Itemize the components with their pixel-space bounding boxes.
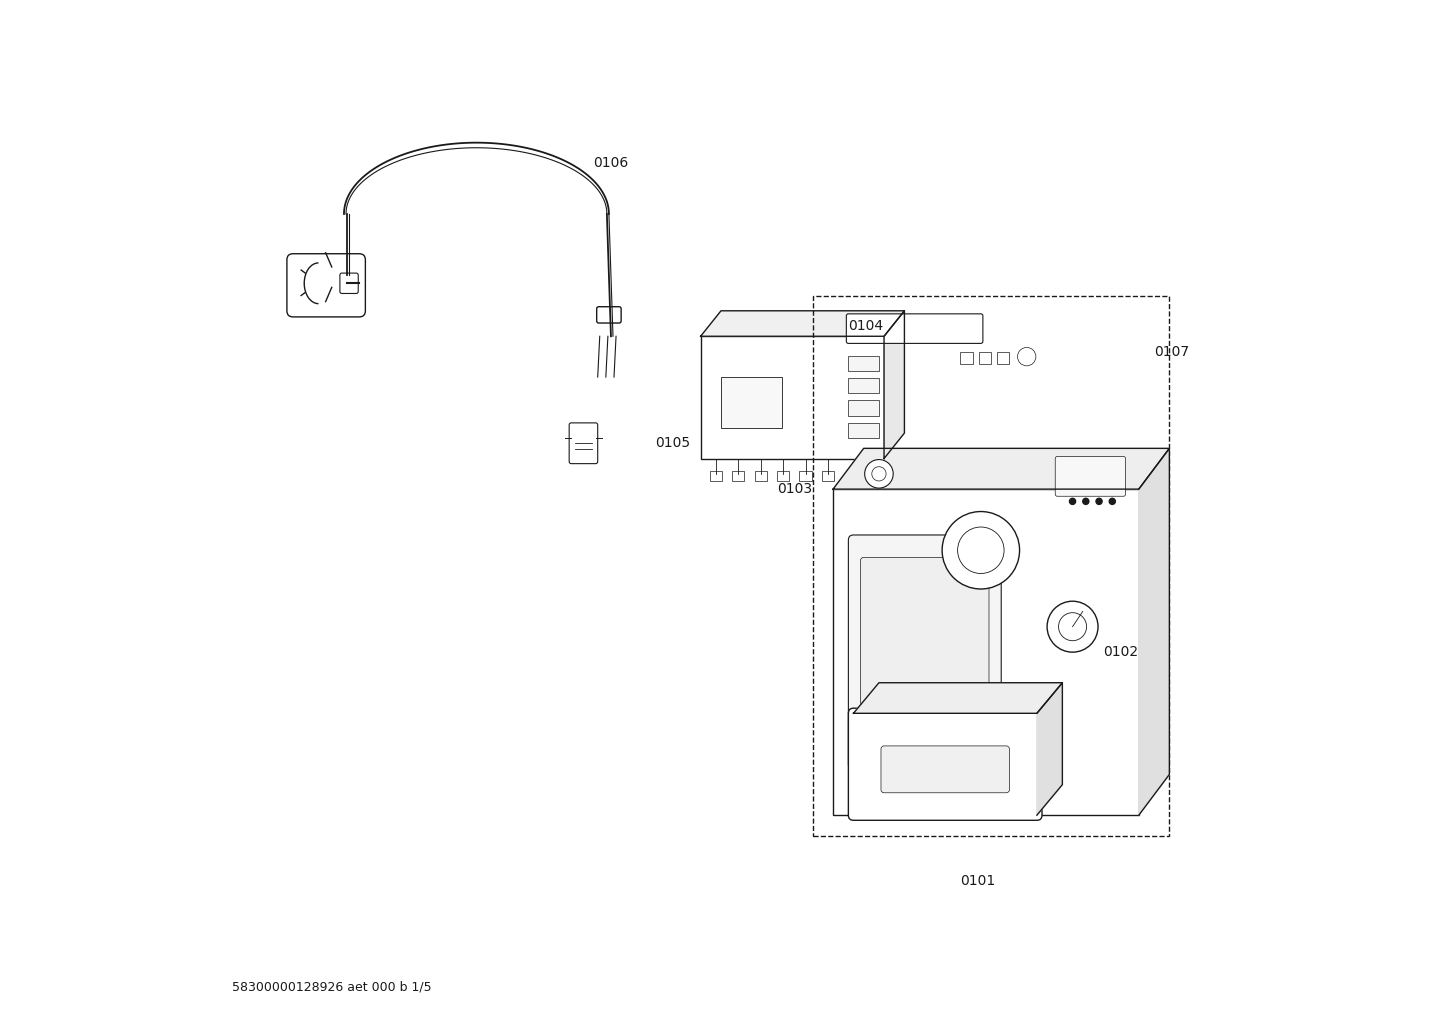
Bar [848,400,880,416]
Text: 0106: 0106 [594,156,629,170]
Circle shape [942,512,1019,589]
Text: 0102: 0102 [1103,645,1138,659]
Circle shape [1058,612,1087,641]
FancyBboxPatch shape [833,489,1139,815]
Circle shape [865,460,893,488]
Polygon shape [1037,683,1063,815]
Text: 0103: 0103 [777,482,812,496]
FancyBboxPatch shape [1056,457,1126,496]
Text: 58300000128926 aet 000 b 1/5: 58300000128926 aet 000 b 1/5 [232,980,431,994]
Circle shape [1109,498,1115,504]
Bar [754,471,767,481]
Bar [848,356,880,371]
Polygon shape [701,311,904,336]
Bar [848,423,880,438]
FancyBboxPatch shape [287,254,365,317]
Bar [998,352,1009,364]
FancyBboxPatch shape [861,557,989,747]
FancyBboxPatch shape [881,746,1009,793]
Circle shape [1047,601,1097,652]
Bar [709,471,722,481]
Circle shape [1070,498,1076,504]
Polygon shape [1139,448,1169,815]
Text: 0101: 0101 [960,874,996,889]
FancyBboxPatch shape [570,423,597,464]
FancyBboxPatch shape [846,314,983,343]
Bar [777,471,789,481]
Circle shape [1083,498,1089,504]
Bar [733,471,744,481]
Bar [848,378,880,393]
Bar [799,471,812,481]
Bar [813,296,1169,836]
FancyBboxPatch shape [848,708,1043,820]
Bar [721,377,782,428]
Circle shape [1096,498,1102,504]
Polygon shape [884,311,904,459]
Bar [822,471,833,481]
FancyBboxPatch shape [340,273,358,293]
Circle shape [957,527,1004,574]
Circle shape [872,467,885,481]
Text: 0107: 0107 [1154,344,1190,359]
FancyBboxPatch shape [701,336,884,459]
Text: 0105: 0105 [655,436,689,450]
Polygon shape [854,683,1063,713]
Bar [979,352,991,364]
FancyBboxPatch shape [597,307,622,323]
Text: 0104: 0104 [848,319,884,333]
Polygon shape [833,448,1169,489]
Bar [960,352,973,364]
Circle shape [1018,347,1035,366]
FancyBboxPatch shape [848,535,1001,769]
